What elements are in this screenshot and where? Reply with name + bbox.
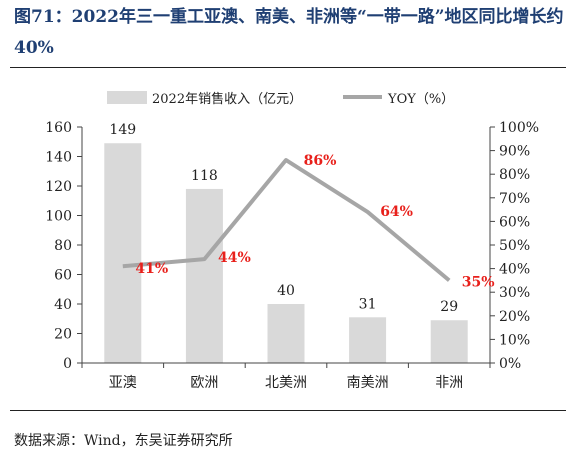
combo-chart: 2022年销售收入（亿元） YOY（%） 0 20 40 60 80 100 120 140 16… [45,91,539,391]
yoy-line [122,158,451,282]
x-tick-label: 欧洲 [190,375,218,391]
bar-5 [430,320,468,363]
yoy-polyline [122,158,451,282]
top-rule [10,67,566,68]
yoy-value-label: 86% [304,153,337,169]
x-tick-label: 北美洲 [265,375,307,391]
y-left-tick-label: 60 [54,268,72,284]
data-labels: 149 118 40 31 29 41% 44% 86% 64% 35% [109,122,494,315]
legend: 2022年销售收入（亿元） YOY（%） [107,91,454,107]
bar-1 [104,143,142,363]
yoy-value-label: 35% [462,274,495,290]
y-right-tick-label: 40% [499,262,530,278]
y-right-tick-label: 20% [499,309,530,325]
y-right-tick-label: 10% [499,332,530,348]
y-left-tick-label: 40 [54,297,72,313]
bar-3 [267,304,305,363]
y-right-tick-label: 50% [499,238,530,254]
x-tick-label: 亚澳 [109,375,137,391]
bottom-rule [10,410,566,411]
bar-value-label: 118 [191,168,218,184]
legend-bar-label: 2022年销售收入（亿元） [152,91,302,107]
bar-value-label: 31 [359,296,377,312]
bars [104,143,468,363]
y-left-tick-label: 0 [63,356,72,372]
yoy-value-label: 44% [218,250,251,266]
axes: 0 20 40 60 80 100 120 140 160 0% 10% 20% 30% 40% 50% 60… [45,120,539,391]
bar-2 [185,188,223,363]
yoy-value-label: 64% [380,204,413,220]
y-right-tick-label: 100% [499,120,539,136]
y-right-tick-label: 70% [499,191,530,207]
yoy-value-label: 41% [135,261,168,277]
figure-title: 图71：2022年三一重工亚澳、南美、非洲等“一带一路”地区同比增长约40% [14,7,564,58]
x-tick-label: 非洲 [435,375,463,391]
bar-value-label: 40 [277,283,295,299]
y-right-tick-label: 80% [499,167,530,183]
y-right-tick-label: 30% [499,285,530,301]
y-left-tick-label: 120 [45,179,72,195]
y-left-tick-label: 20 [54,327,72,343]
legend-bar-swatch [107,91,147,104]
source-note: 数据来源：Wind，东吴证券研究所 [14,433,233,449]
bar-4 [349,317,387,363]
x-tick-label: 南美洲 [347,375,389,391]
y-right-tick-label: 90% [499,144,530,160]
y-right-tick-label: 0% [499,356,521,372]
bar-value-label: 149 [109,122,136,138]
y-left-tick-label: 100 [45,209,72,225]
y-left-tick-label: 80 [54,238,72,254]
y-right-tick-label: 60% [499,214,530,230]
y-left-tick-label: 140 [45,150,72,166]
legend-line-label: YOY（%） [387,92,454,107]
bar-value-label: 29 [440,299,458,315]
y-left-tick-label: 160 [45,120,72,136]
